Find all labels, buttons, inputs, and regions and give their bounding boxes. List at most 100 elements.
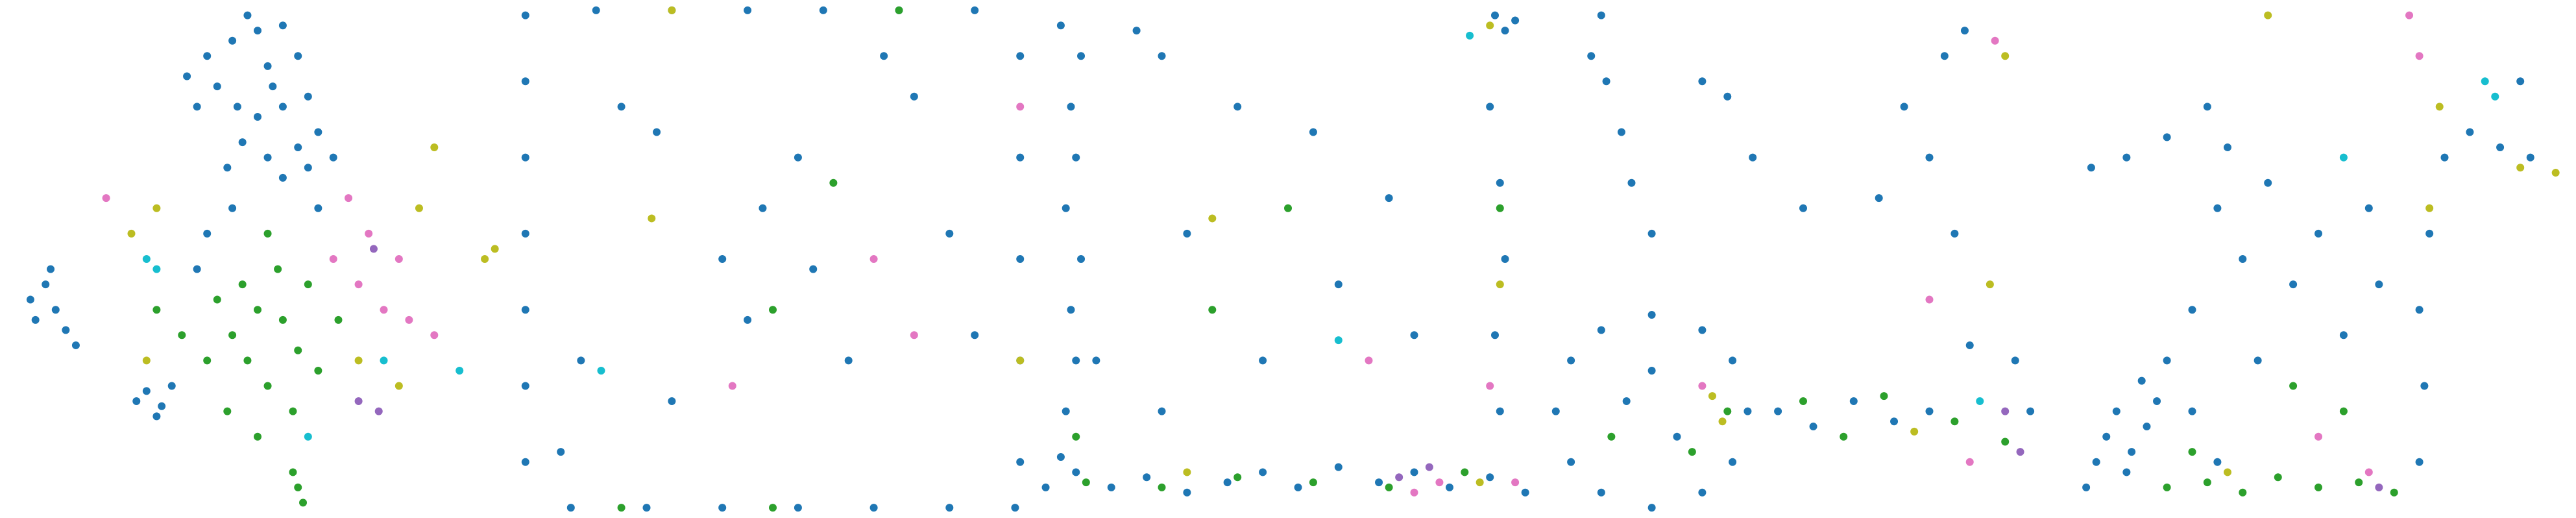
point (2339, 331, 2348, 339)
point (1067, 103, 1075, 111)
point (329, 153, 337, 162)
point (1960, 27, 1969, 35)
point (2163, 483, 2171, 491)
point (759, 204, 767, 212)
point (405, 315, 413, 324)
point (243, 356, 252, 365)
point (1259, 356, 1267, 365)
point (223, 164, 232, 172)
point (1016, 356, 1025, 365)
point (718, 255, 727, 263)
point (1461, 468, 1469, 476)
point (42, 280, 50, 289)
point (1698, 488, 1707, 497)
point (2122, 468, 2131, 476)
point (2163, 133, 2171, 142)
point (1607, 432, 1616, 441)
point (2339, 153, 2348, 162)
point (895, 6, 903, 14)
point (1077, 255, 1086, 263)
point (2102, 432, 2111, 441)
point (193, 103, 201, 111)
point (1476, 478, 1484, 487)
point (1072, 356, 1080, 365)
point (1849, 397, 1858, 405)
point (642, 504, 651, 512)
point (1551, 407, 1560, 415)
point (1233, 103, 1242, 111)
point (769, 306, 777, 314)
point (167, 382, 176, 390)
point (263, 153, 272, 162)
point (2420, 382, 2429, 390)
point (1647, 229, 1656, 238)
point (1925, 153, 1934, 162)
point (47, 265, 55, 273)
point (653, 128, 661, 136)
point (369, 245, 378, 253)
point (1490, 11, 1499, 19)
point (521, 458, 529, 466)
point (2239, 255, 2247, 263)
point (1158, 52, 1166, 60)
point (2289, 382, 2298, 390)
point (2405, 11, 2414, 19)
point (521, 77, 529, 86)
point (1410, 468, 1418, 476)
point (1688, 448, 1696, 456)
point (2551, 169, 2560, 177)
point (592, 6, 600, 14)
point (2137, 376, 2146, 385)
point (354, 397, 363, 405)
point (2087, 164, 2095, 172)
point (1092, 356, 1100, 365)
point (1158, 483, 1166, 491)
point (1496, 407, 1504, 415)
point (228, 331, 237, 339)
point (2466, 128, 2474, 136)
point (1183, 229, 1191, 238)
point (1334, 336, 1343, 345)
point (1627, 179, 1636, 187)
point (152, 265, 161, 273)
point (880, 52, 888, 60)
point (2516, 164, 2525, 172)
point (1233, 473, 1242, 482)
point (566, 504, 575, 512)
point (152, 412, 161, 421)
point (945, 229, 954, 238)
point (289, 407, 297, 415)
point (304, 280, 312, 289)
point (1840, 432, 1848, 441)
point (329, 255, 337, 263)
point (2223, 468, 2231, 476)
point (278, 21, 287, 30)
point (263, 229, 272, 238)
point (2274, 473, 2282, 482)
point (2425, 204, 2434, 212)
point (2239, 488, 2247, 497)
point (1597, 488, 1605, 497)
point (203, 52, 212, 60)
point (102, 194, 110, 203)
point (1774, 407, 1782, 415)
point (294, 143, 302, 151)
point (430, 331, 439, 339)
point (345, 194, 353, 203)
point (1056, 21, 1065, 30)
point (2188, 306, 2196, 314)
point (1496, 280, 1504, 289)
point (294, 52, 302, 60)
point (62, 326, 70, 334)
point (213, 295, 221, 304)
point (380, 306, 388, 314)
point (1082, 478, 1090, 487)
point (1976, 397, 1984, 405)
point (1158, 407, 1166, 415)
point (1799, 397, 1807, 405)
point (193, 265, 201, 273)
point (2364, 468, 2373, 476)
point (395, 255, 403, 263)
point (233, 103, 241, 111)
